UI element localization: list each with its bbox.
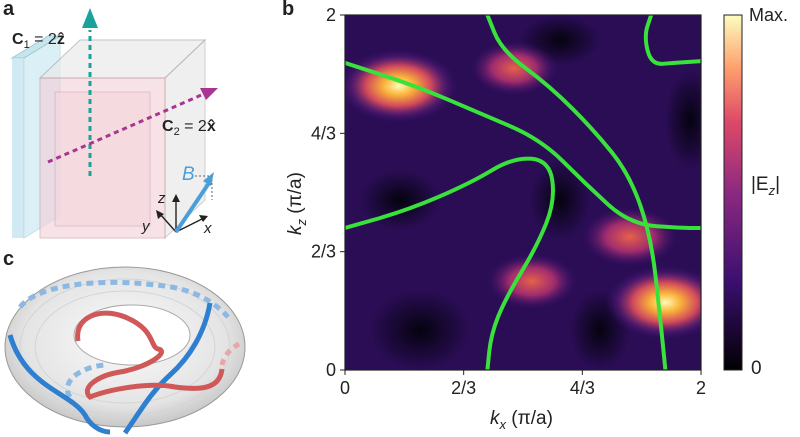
panel-a-figure: [10, 8, 218, 240]
x-tick-label: 4/3: [570, 378, 595, 398]
y-tick-label: 2/3: [311, 242, 336, 262]
x-axis-label: kx (π/a): [490, 408, 553, 432]
torus-red-curve: [75, 310, 225, 400]
c2-arrowhead: [200, 88, 218, 100]
colorbar-min-label: 0: [751, 358, 762, 379]
contour-line: [485, 15, 668, 370]
y-axis-label: kz (π/a): [285, 172, 309, 235]
torus-blue-curve-left: [7, 334, 111, 435]
b-field-label: B: [182, 164, 195, 185]
contour-line: [643, 15, 701, 66]
c2-label: C2 = 2x̂: [162, 118, 216, 139]
c2-dashed-line: [47, 91, 207, 164]
heatmap-hot-spot: [605, 265, 701, 340]
heatmap-hot-spot: [581, 207, 679, 267]
b-field-arrow: [174, 178, 213, 234]
axis-z-label: z: [158, 190, 166, 207]
c1-label: C1 = 2ẑ: [12, 31, 65, 52]
axis-y-label: y: [142, 218, 150, 235]
panel-c-torus: [4, 266, 246, 435]
axis-x-line: [175, 217, 205, 233]
torus-blue-curve-right: [122, 302, 213, 435]
heatmap-hot-spot: [486, 253, 578, 310]
c1-arrowhead: [82, 8, 98, 28]
heatmap-hot-spot: [470, 41, 559, 96]
axis-x-label: x: [204, 220, 212, 237]
panel-letter-c: c: [3, 248, 15, 270]
x-tick-label: 2/3: [451, 378, 476, 398]
y-tick-label: 4/3: [311, 123, 336, 143]
heatmap-hot-spot: [345, 49, 459, 123]
contour-line: [345, 60, 701, 230]
colorbar: [723, 14, 743, 371]
panel-letter-a: a: [3, 0, 15, 20]
y-tick-label: 2: [326, 5, 336, 25]
axis-y-line: [159, 213, 177, 233]
x-tick-label: 2: [696, 378, 706, 398]
colorbar-max-label: Max.: [749, 5, 789, 25]
y-tick-label: 0: [326, 360, 336, 380]
colorbar-quantity-label: |Ez|: [751, 174, 781, 198]
x-tick-label: 0: [340, 378, 350, 398]
panel-letter-b: b: [282, 0, 295, 20]
contour-line: [345, 156, 555, 370]
